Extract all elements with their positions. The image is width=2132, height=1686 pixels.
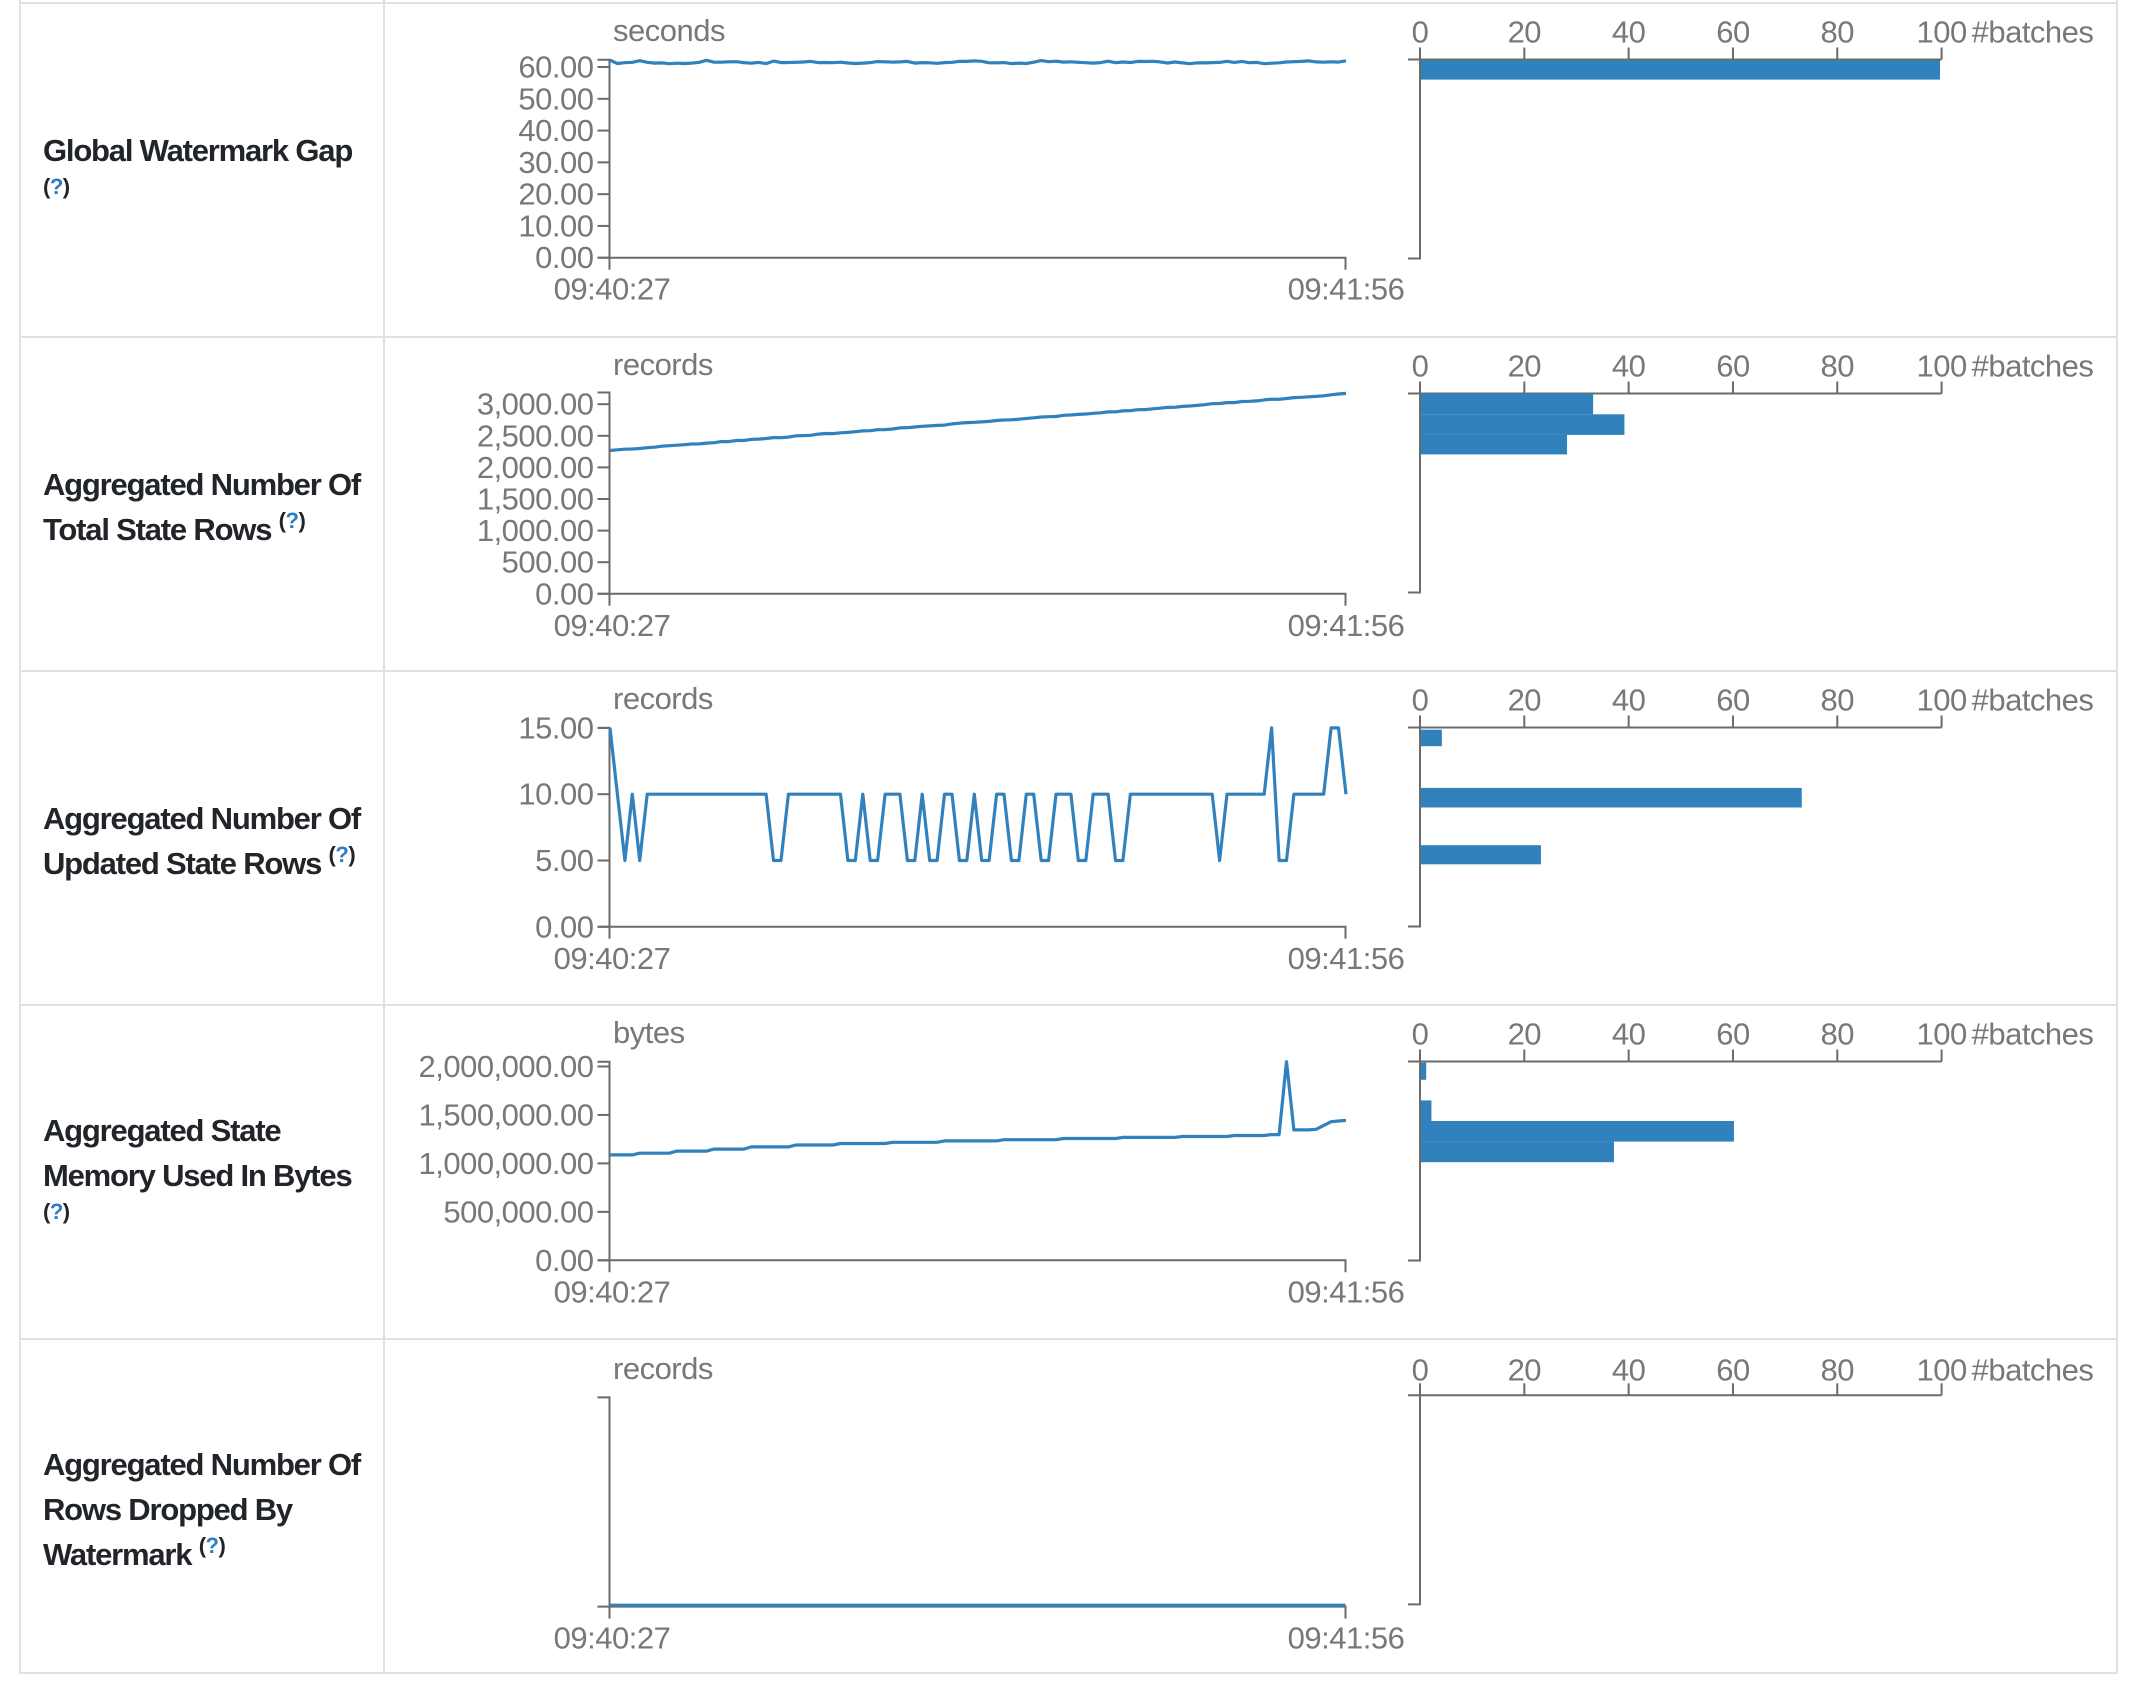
svg-text:#batches: #batches: [1972, 15, 2094, 50]
svg-text:10.00: 10.00: [518, 208, 593, 243]
svg-text:50.00: 50.00: [518, 81, 593, 116]
svg-text:60: 60: [1716, 1353, 1750, 1388]
svg-text:#batches: #batches: [1972, 349, 2094, 384]
svg-text:0.00: 0.00: [535, 1243, 594, 1278]
svg-text:20: 20: [1508, 1353, 1542, 1388]
svg-text:40.00: 40.00: [518, 113, 593, 148]
svg-text:60.00: 60.00: [518, 50, 593, 85]
svg-text:09:41:56: 09:41:56: [1288, 941, 1405, 976]
svg-text:60: 60: [1716, 1017, 1750, 1052]
svg-text:80: 80: [1821, 1017, 1855, 1052]
svg-text:1,500.00: 1,500.00: [477, 482, 594, 517]
svg-text:100: 100: [1916, 1353, 1966, 1388]
svg-text:records: records: [613, 681, 713, 716]
svg-text:09:40:27: 09:40:27: [554, 608, 671, 643]
svg-text:2,000,000.00: 2,000,000.00: [418, 1049, 593, 1084]
svg-text:bytes: bytes: [613, 1015, 685, 1050]
svg-text:500,000.00: 500,000.00: [443, 1194, 593, 1229]
svg-text:#batches: #batches: [1972, 683, 2094, 718]
svg-text:09:41:56: 09:41:56: [1288, 272, 1405, 307]
svg-text:0.00: 0.00: [535, 909, 594, 944]
svg-text:0: 0: [1412, 15, 1429, 50]
svg-text:0: 0: [1412, 683, 1429, 718]
svg-text:1,500,000.00: 1,500,000.00: [418, 1097, 593, 1132]
svg-text:09:40:27: 09:40:27: [554, 272, 671, 307]
svg-text:100: 100: [1916, 349, 1966, 384]
svg-text:40: 40: [1612, 1353, 1646, 1388]
svg-text:0: 0: [1412, 1353, 1429, 1388]
svg-text:40: 40: [1612, 349, 1646, 384]
svg-text:09:41:56: 09:41:56: [1288, 608, 1405, 643]
svg-text:0: 0: [1412, 349, 1429, 384]
svg-text:100: 100: [1916, 15, 1966, 50]
svg-text:09:41:56: 09:41:56: [1288, 1621, 1405, 1656]
svg-text:20: 20: [1508, 349, 1542, 384]
svg-text:records: records: [613, 347, 713, 382]
svg-text:80: 80: [1821, 349, 1855, 384]
svg-text:20: 20: [1508, 683, 1542, 718]
svg-text:1,000.00: 1,000.00: [477, 513, 594, 548]
svg-text:seconds: seconds: [613, 13, 725, 48]
svg-text:09:40:27: 09:40:27: [554, 1274, 671, 1309]
svg-text:0.00: 0.00: [535, 240, 594, 275]
svg-text:records: records: [613, 1351, 713, 1386]
svg-text:60: 60: [1716, 349, 1750, 384]
svg-text:60: 60: [1716, 683, 1750, 718]
svg-text:09:40:27: 09:40:27: [554, 941, 671, 976]
svg-text:30.00: 30.00: [518, 145, 593, 180]
svg-text:09:40:27: 09:40:27: [554, 1621, 671, 1656]
svg-text:5.00: 5.00: [535, 843, 594, 878]
svg-text:2,500.00: 2,500.00: [477, 418, 594, 453]
svg-text:60: 60: [1716, 15, 1750, 50]
svg-text:80: 80: [1821, 15, 1855, 50]
svg-text:40: 40: [1612, 15, 1646, 50]
svg-text:20: 20: [1508, 15, 1542, 50]
svg-text:40: 40: [1612, 1017, 1646, 1052]
svg-text:15.00: 15.00: [518, 710, 593, 745]
svg-text:#batches: #batches: [1972, 1353, 2094, 1388]
svg-text:0.00: 0.00: [535, 576, 594, 611]
svg-text:10.00: 10.00: [518, 777, 593, 812]
svg-text:2,000.00: 2,000.00: [477, 450, 594, 485]
svg-text:1,000,000.00: 1,000,000.00: [418, 1146, 593, 1181]
svg-text:100: 100: [1916, 683, 1966, 718]
svg-text:20: 20: [1508, 1017, 1542, 1052]
svg-text:500.00: 500.00: [502, 545, 594, 580]
svg-text:40: 40: [1612, 683, 1646, 718]
svg-text:80: 80: [1821, 683, 1855, 718]
svg-text:0: 0: [1412, 1017, 1429, 1052]
svg-text:3,000.00: 3,000.00: [477, 387, 594, 422]
svg-text:#batches: #batches: [1972, 1017, 2094, 1052]
svg-text:80: 80: [1821, 1353, 1855, 1388]
svg-text:20.00: 20.00: [518, 177, 593, 212]
svg-text:100: 100: [1916, 1017, 1966, 1052]
svg-text:09:41:56: 09:41:56: [1288, 1274, 1405, 1309]
